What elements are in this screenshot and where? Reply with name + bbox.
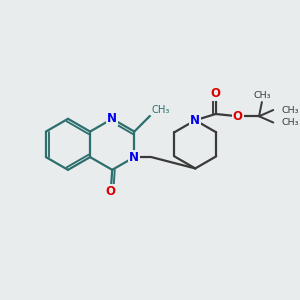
Text: CH₃: CH₃: [281, 118, 299, 127]
Text: O: O: [211, 87, 221, 100]
Text: O: O: [233, 110, 243, 123]
Text: N: N: [190, 114, 200, 127]
Text: CH₃: CH₃: [151, 105, 170, 116]
Text: O: O: [106, 184, 116, 198]
Text: N: N: [129, 151, 139, 164]
Text: CH₃: CH₃: [281, 106, 299, 115]
Text: CH₃: CH₃: [254, 91, 271, 100]
Text: N: N: [107, 112, 117, 125]
